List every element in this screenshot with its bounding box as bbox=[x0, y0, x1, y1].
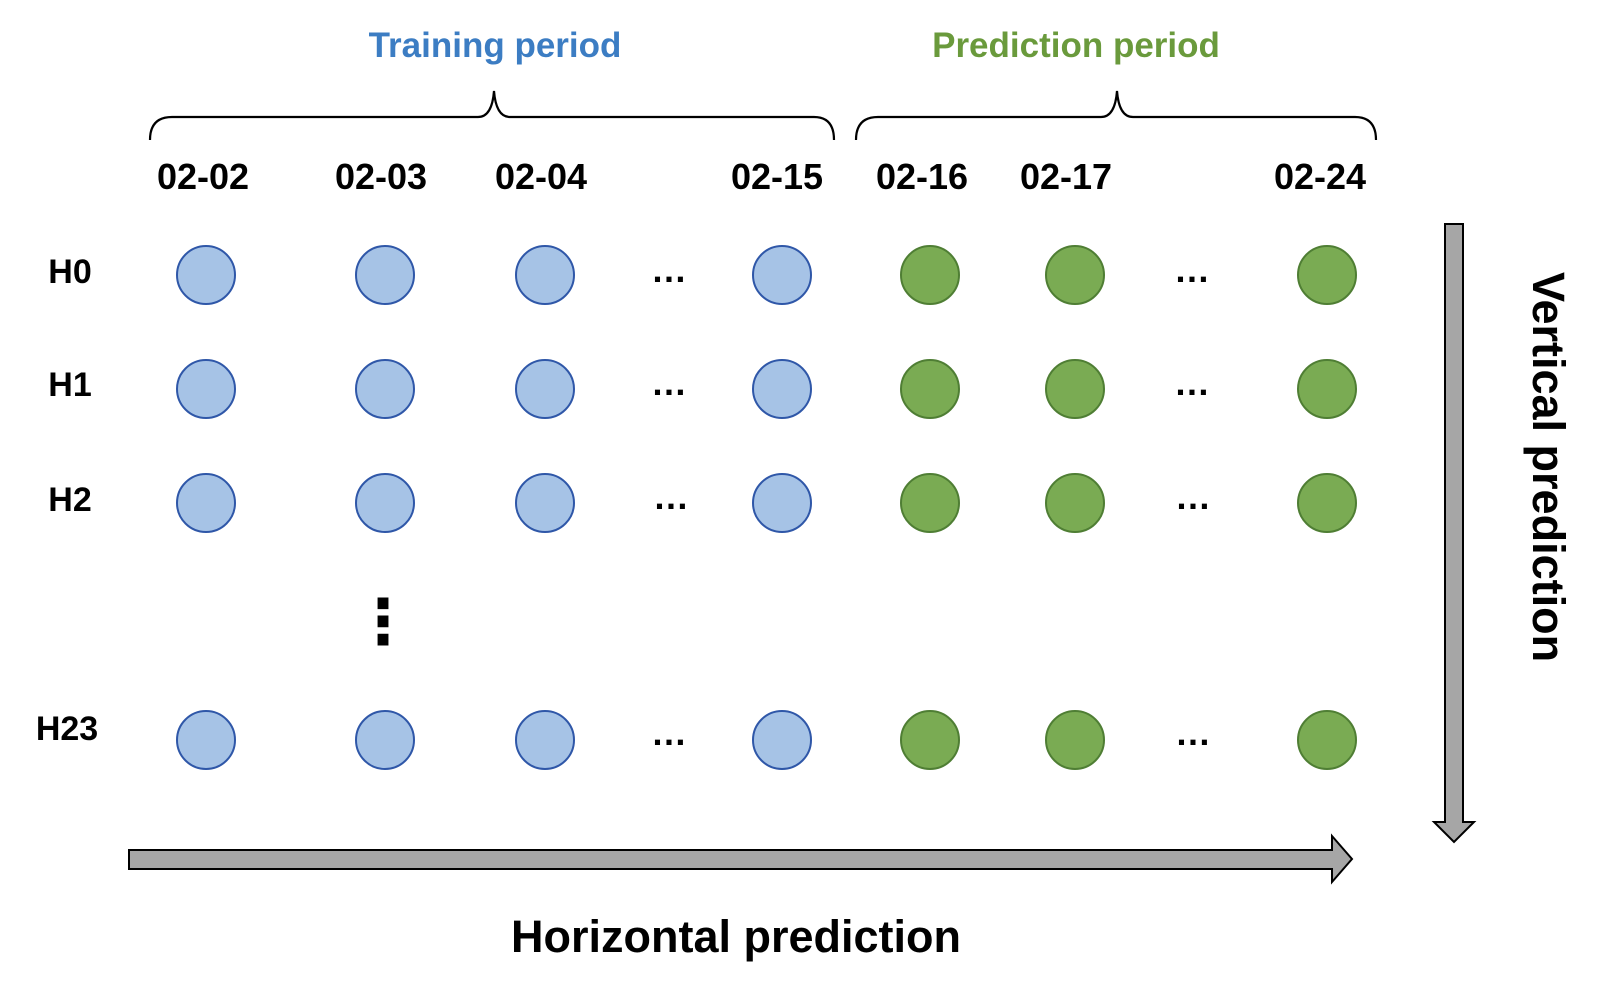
ellipsis: … bbox=[1175, 712, 1211, 753]
training-node-H1-02-03 bbox=[355, 359, 415, 419]
prediction-node-H2-02-17 bbox=[1045, 473, 1105, 533]
ellipsis: … bbox=[651, 712, 687, 753]
training-period-title: Training period bbox=[369, 26, 622, 65]
hour-label: H2 bbox=[48, 481, 91, 519]
training-node-H0-02-15 bbox=[752, 245, 812, 305]
training-node-H23-02-04 bbox=[515, 710, 575, 770]
prediction-node-H23-02-24 bbox=[1297, 710, 1357, 770]
date-label: 02-02 bbox=[157, 156, 249, 197]
vertical-prediction-arrow bbox=[1431, 223, 1477, 844]
training-node-H2-02-03 bbox=[355, 473, 415, 533]
training-node-H1-02-15 bbox=[752, 359, 812, 419]
vertical-prediction-label: Vertical prediction bbox=[1523, 272, 1574, 662]
prediction-node-H2-02-24 bbox=[1297, 473, 1357, 533]
training-node-H2-02-02 bbox=[176, 473, 236, 533]
training-node-H2-02-04 bbox=[515, 473, 575, 533]
training-node-H0-02-04 bbox=[515, 245, 575, 305]
horizontal-ellipsis-group: … … … … … … … … bbox=[651, 249, 1211, 753]
hour-label: H0 bbox=[48, 253, 91, 291]
ellipsis: … bbox=[653, 476, 689, 517]
vertical-ellipsis: ⋮ bbox=[352, 585, 414, 658]
prediction-node-H1-02-16 bbox=[900, 359, 960, 419]
date-label: 02-16 bbox=[876, 156, 968, 197]
prediction-period-title: Prediction period bbox=[932, 26, 1220, 65]
training-node-H2-02-15 bbox=[752, 473, 812, 533]
training-node-H1-02-02 bbox=[176, 359, 236, 419]
training-node-H0-02-02 bbox=[176, 245, 236, 305]
training-node-H23-02-15 bbox=[752, 710, 812, 770]
ellipsis: … bbox=[1174, 249, 1210, 290]
prediction-node-H0-02-24 bbox=[1297, 245, 1357, 305]
date-label: 02-03 bbox=[335, 156, 427, 197]
hour-label: H23 bbox=[36, 710, 98, 748]
date-label: 02-15 bbox=[731, 156, 823, 197]
ellipsis: … bbox=[1174, 362, 1210, 403]
date-label: 02-17 bbox=[1020, 156, 1112, 197]
prediction-node-H1-02-24 bbox=[1297, 359, 1357, 419]
training-node-H23-02-02 bbox=[176, 710, 236, 770]
horizontal-prediction-arrow bbox=[128, 833, 1354, 885]
node-grid bbox=[176, 245, 1357, 770]
hour-label: H1 bbox=[48, 366, 91, 404]
training-node-H23-02-03 bbox=[355, 710, 415, 770]
date-label: 02-24 bbox=[1274, 156, 1366, 197]
training-node-H0-02-03 bbox=[355, 245, 415, 305]
ellipsis: … bbox=[651, 249, 687, 290]
date-label: 02-04 bbox=[495, 156, 587, 197]
prediction-period-brace bbox=[854, 90, 1378, 141]
prediction-node-H0-02-17 bbox=[1045, 245, 1105, 305]
prediction-node-H23-02-16 bbox=[900, 710, 960, 770]
prediction-node-H0-02-16 bbox=[900, 245, 960, 305]
prediction-node-H1-02-17 bbox=[1045, 359, 1105, 419]
training-node-H1-02-04 bbox=[515, 359, 575, 419]
horizontal-prediction-label: Horizontal prediction bbox=[511, 911, 961, 962]
prediction-node-H2-02-16 bbox=[900, 473, 960, 533]
ellipsis: … bbox=[651, 362, 687, 403]
training-period-brace bbox=[148, 90, 836, 141]
ellipsis: … bbox=[1175, 476, 1211, 517]
prediction-node-H23-02-17 bbox=[1045, 710, 1105, 770]
